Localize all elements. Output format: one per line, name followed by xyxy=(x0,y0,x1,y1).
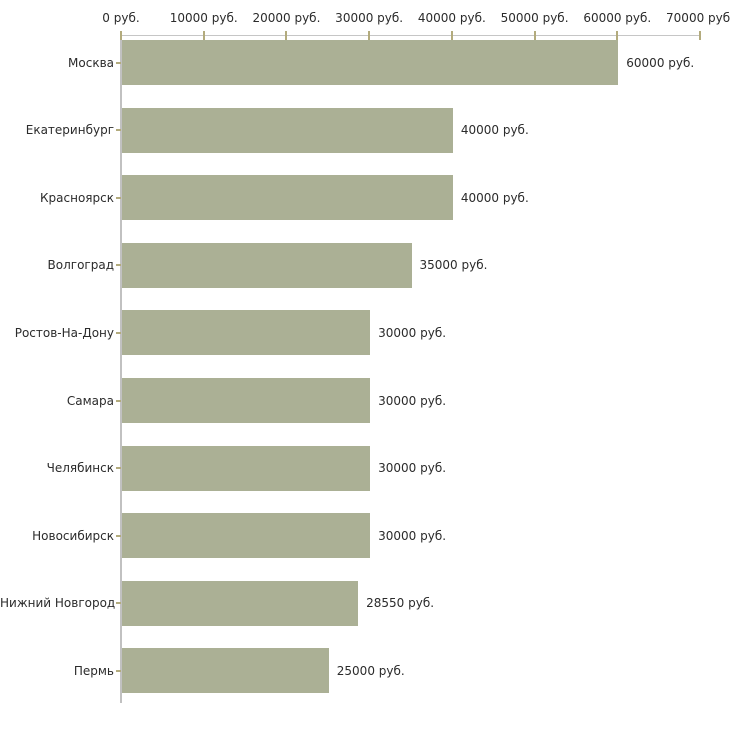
category-label: Волгоград xyxy=(47,258,114,273)
x-axis-tick-label: 20000 руб. xyxy=(252,11,321,25)
value-label: 30000 руб. xyxy=(378,461,447,476)
bar xyxy=(122,242,412,288)
y-axis-line xyxy=(120,35,122,703)
category-label: Пермь xyxy=(73,663,114,678)
x-axis-tick xyxy=(120,31,122,40)
value-label: 30000 руб. xyxy=(378,393,447,408)
x-axis-tick-label: 10000 руб. xyxy=(169,11,238,25)
value-label: 35000 руб. xyxy=(419,258,488,273)
bar xyxy=(122,580,359,626)
value-label: 28550 руб. xyxy=(366,596,435,611)
bar xyxy=(122,445,371,491)
y-axis-tick xyxy=(116,399,121,402)
y-axis-tick xyxy=(116,61,121,64)
x-axis-tick-label: 60000 руб. xyxy=(583,11,652,25)
category-label: Самара xyxy=(66,393,114,408)
x-axis-tick xyxy=(533,31,536,40)
bar xyxy=(122,175,453,221)
x-axis-tick-label: 70000 руб. xyxy=(666,11,730,25)
category-label: Ростов-На-Дону xyxy=(14,325,114,340)
category-label: Красноярск xyxy=(40,190,114,205)
x-axis-tick-label: 0 руб. xyxy=(102,11,140,25)
x-axis-tick xyxy=(202,31,205,40)
y-axis-tick xyxy=(116,602,121,605)
bar xyxy=(122,107,453,153)
category-label: Москва xyxy=(68,55,114,70)
x-axis-tick-label: 30000 руб. xyxy=(335,11,404,25)
x-axis-tick xyxy=(616,31,619,40)
category-label: Новосибирск xyxy=(32,528,114,543)
value-label: 30000 руб. xyxy=(378,325,447,340)
bar xyxy=(122,310,371,356)
x-axis-tick xyxy=(285,31,288,40)
bar xyxy=(122,513,371,559)
value-label: 25000 руб. xyxy=(336,663,405,678)
y-axis-tick xyxy=(116,196,121,199)
value-label: 30000 руб. xyxy=(378,528,447,543)
y-axis-tick xyxy=(116,264,121,267)
category-label: Нижний Новгород xyxy=(0,596,116,611)
bar xyxy=(122,378,371,423)
x-axis-tick-label: 40000 руб. xyxy=(417,11,486,25)
y-axis-tick xyxy=(116,129,121,132)
category-label: Челябинск xyxy=(46,461,114,476)
value-label: 40000 руб. xyxy=(460,190,529,205)
x-axis-tick xyxy=(699,31,701,40)
y-axis-tick xyxy=(116,534,121,537)
y-axis-tick xyxy=(116,669,121,672)
x-axis-line xyxy=(121,35,701,36)
x-axis-tick-label: 50000 руб. xyxy=(500,11,569,25)
category-label: Екатеринбург xyxy=(25,123,114,138)
value-label: 40000 руб. xyxy=(460,123,529,138)
x-axis-tick xyxy=(368,31,371,40)
bar xyxy=(122,40,619,85)
y-axis-tick xyxy=(116,331,121,334)
y-axis-tick xyxy=(116,467,121,470)
value-label: 60000 руб. xyxy=(626,55,695,70)
bar xyxy=(122,648,329,694)
x-axis-tick xyxy=(450,31,453,40)
